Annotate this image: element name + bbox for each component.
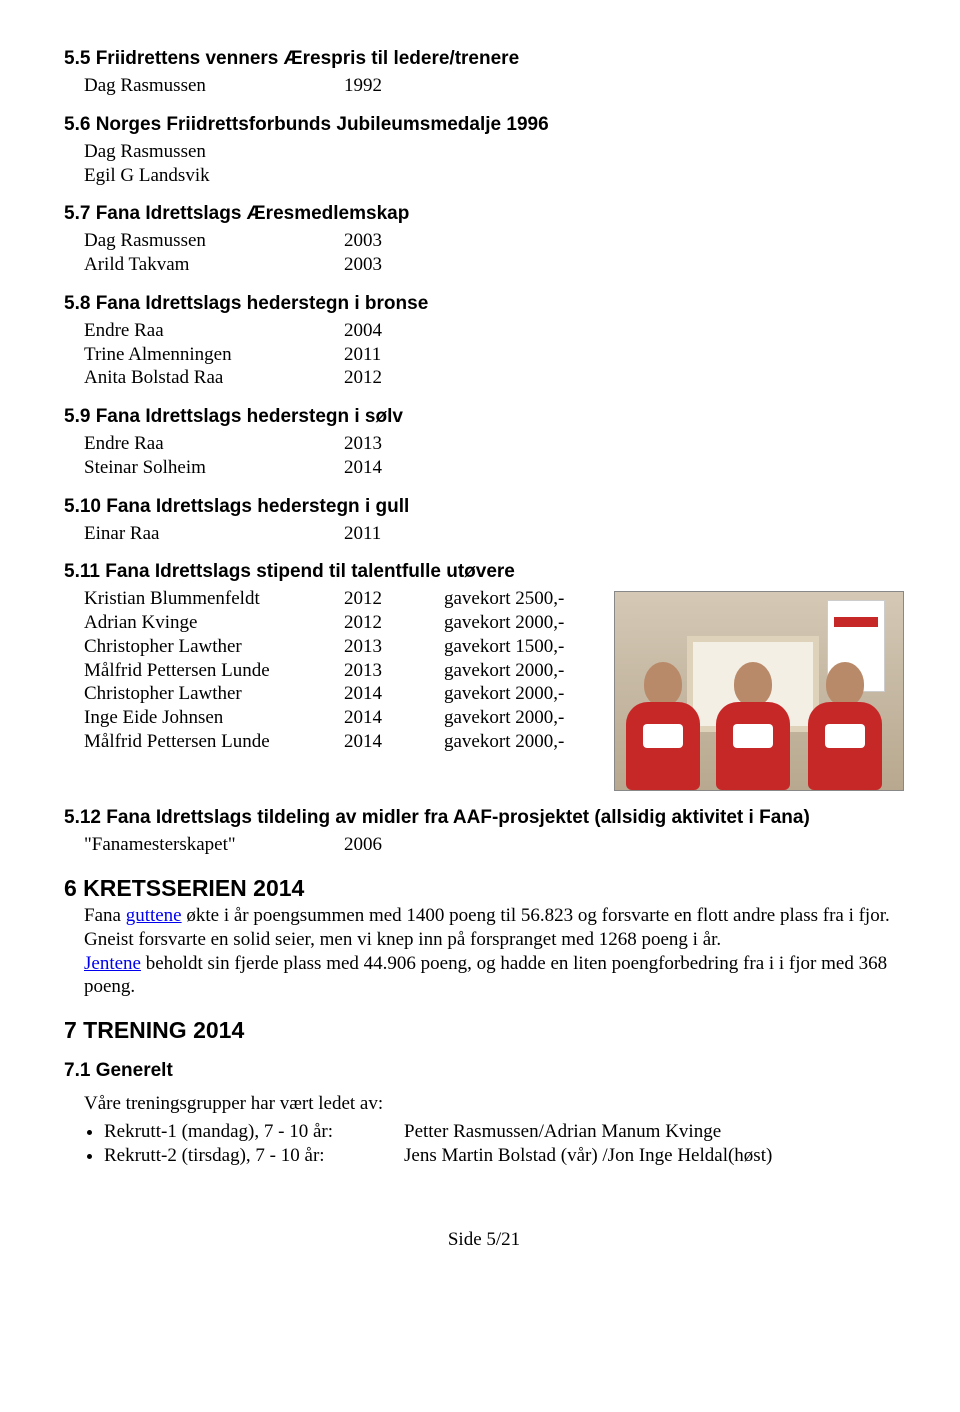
note: gavekort 2500,- — [444, 587, 564, 611]
group-leader: Jens Martin Bolstad (vår) /Jon Inge Held… — [404, 1144, 772, 1169]
person-name: Inge Eide Johnsen — [84, 706, 344, 730]
year: 2003 — [344, 253, 444, 277]
person-figure — [805, 662, 885, 790]
section-5-11-title: 5.11 Fana Idrettslags stipend til talent… — [64, 561, 904, 583]
year: 2011 — [344, 343, 444, 367]
year: 2013 — [344, 659, 444, 683]
note: gavekort 2000,- — [444, 730, 564, 754]
stipend-block: Kristian Blummenfeldt 2012 gavekort 2500… — [64, 587, 904, 791]
list-item: Anita Bolstad Raa 2012 — [84, 366, 904, 390]
person-name: Christopher Lawther — [84, 635, 344, 659]
list-item: Målfrid Pettersen Lunde 2014 gavekort 20… — [84, 730, 564, 754]
list-item: Dag Rasmussen — [84, 140, 904, 164]
stipend-list: Kristian Blummenfeldt 2012 gavekort 2500… — [64, 587, 564, 753]
section-6-paragraph: Fana guttene økte i år poengsummen med 1… — [84, 904, 904, 999]
section-5-5-title: 5.5 Friidrettens venners Ærespris til le… — [64, 48, 904, 70]
person-name: Christopher Lawther — [84, 682, 344, 706]
list-item: Rekrutt-2 (tirsdag), 7 - 10 år:Jens Mart… — [104, 1144, 904, 1169]
list-item: Christopher Lawther 2014 gavekort 2000,- — [84, 682, 564, 706]
year: 2014 — [344, 730, 444, 754]
person-name: Anita Bolstad Raa — [84, 366, 344, 390]
year: 2006 — [344, 833, 444, 857]
person-name: Målfrid Pettersen Lunde — [84, 730, 344, 754]
year: 2003 — [344, 229, 444, 253]
person-name: Einar Raa — [84, 522, 344, 546]
list-item: Steinar Solheim 2014 — [84, 456, 904, 480]
list-item: Trine Almenningen 2011 — [84, 343, 904, 367]
list-item: Einar Raa 2011 — [84, 522, 904, 546]
person-name: Egil G Landsvik — [84, 164, 344, 188]
person-name: Trine Almenningen — [84, 343, 344, 367]
section-5-6-title: 5.6 Norges Friidrettsforbunds Jubileumsm… — [64, 114, 904, 136]
group-label: Rekrutt-1 (mandag), 7 - 10 år: — [104, 1120, 404, 1145]
year: 2014 — [344, 682, 444, 706]
person-name: Adrian Kvinge — [84, 611, 344, 635]
document-page: 5.5 Friidrettens venners Ærespris til le… — [0, 0, 960, 1283]
note: gavekort 2000,- — [444, 682, 564, 706]
person-name: Dag Rasmussen — [84, 229, 344, 253]
note: gavekort 2000,- — [444, 659, 564, 683]
guttene-link[interactable]: guttene — [126, 905, 182, 926]
section-7-1-title: 7.1 Generelt — [64, 1060, 904, 1082]
jentene-link[interactable]: Jentene — [84, 953, 141, 974]
section-5-7-title: 5.7 Fana Idrettslags Æresmedlemskap — [64, 203, 904, 225]
year: 2014 — [344, 456, 444, 480]
person-name: Dag Rasmussen — [84, 74, 344, 98]
list-item: Kristian Blummenfeldt 2012 gavekort 2500… — [84, 587, 564, 611]
text: økte i år poengsummen med 1400 poeng til… — [84, 905, 890, 950]
note: gavekort 1500,- — [444, 635, 564, 659]
list-item: Arild Takvam 2003 — [84, 253, 904, 277]
item-name: "Fanamesterskapet" — [84, 833, 344, 857]
person-figure — [623, 662, 703, 790]
list-item: Dag Rasmussen 2003 — [84, 229, 904, 253]
person-name: Målfrid Pettersen Lunde — [84, 659, 344, 683]
list-item: Endre Raa 2013 — [84, 432, 904, 456]
person-name: Kristian Blummenfeldt — [84, 587, 344, 611]
year: 1992 — [344, 74, 444, 98]
year: 2012 — [344, 611, 444, 635]
text: Fana — [84, 905, 126, 926]
list-item: Egil G Landsvik — [84, 164, 904, 188]
group-label: Rekrutt-2 (tirsdag), 7 - 10 år: — [104, 1144, 404, 1169]
list-item: "Fanamesterskapet" 2006 — [84, 833, 904, 857]
section-5-8-title: 5.8 Fana Idrettslags hederstegn i bronse — [64, 293, 904, 315]
section-5-10-title: 5.10 Fana Idrettslags hederstegn i gull — [64, 496, 904, 518]
list-item: Christopher Lawther 2013 gavekort 1500,- — [84, 635, 564, 659]
list-item: Dag Rasmussen 1992 — [84, 74, 904, 98]
note: gavekort 2000,- — [444, 706, 564, 730]
person-name: Arild Takvam — [84, 253, 344, 277]
list-item: Rekrutt-1 (mandag), 7 - 10 år:Petter Ras… — [104, 1120, 904, 1145]
section-5-9-title: 5.9 Fana Idrettslags hederstegn i sølv — [64, 406, 904, 428]
year: 2012 — [344, 366, 444, 390]
year: 2011 — [344, 522, 444, 546]
list-item: Endre Raa 2004 — [84, 319, 904, 343]
award-photo — [614, 591, 904, 791]
page-footer: Side 5/21 — [64, 1229, 904, 1251]
year: 2014 — [344, 706, 444, 730]
section-5-12-title: 5.12 Fana Idrettslags tildeling av midle… — [64, 807, 904, 829]
person-name: Endre Raa — [84, 319, 344, 343]
section-6-title: 6 KRETSSERIEN 2014 — [64, 875, 904, 902]
list-item: Målfrid Pettersen Lunde 2013 gavekort 20… — [84, 659, 564, 683]
year: 2013 — [344, 635, 444, 659]
list-item: Adrian Kvinge 2012 gavekort 2000,- — [84, 611, 564, 635]
training-groups-list: Rekrutt-1 (mandag), 7 - 10 år:Petter Ras… — [104, 1120, 904, 1169]
person-name: Dag Rasmussen — [84, 140, 344, 164]
year: 2004 — [344, 319, 444, 343]
section-7-title: 7 TRENING 2014 — [64, 1017, 904, 1044]
person-name: Steinar Solheim — [84, 456, 344, 480]
list-item: Inge Eide Johnsen 2014 gavekort 2000,- — [84, 706, 564, 730]
year: 2012 — [344, 587, 444, 611]
text: beholdt sin fjerde plass med 44.906 poen… — [84, 953, 887, 998]
section-7-1-intro: Våre treningsgrupper har vært ledet av: — [84, 1092, 904, 1116]
group-leader: Petter Rasmussen/Adrian Manum Kvinge — [404, 1120, 721, 1145]
year: 2013 — [344, 432, 444, 456]
person-name: Endre Raa — [84, 432, 344, 456]
note: gavekort 2000,- — [444, 611, 564, 635]
person-figure — [713, 662, 793, 790]
